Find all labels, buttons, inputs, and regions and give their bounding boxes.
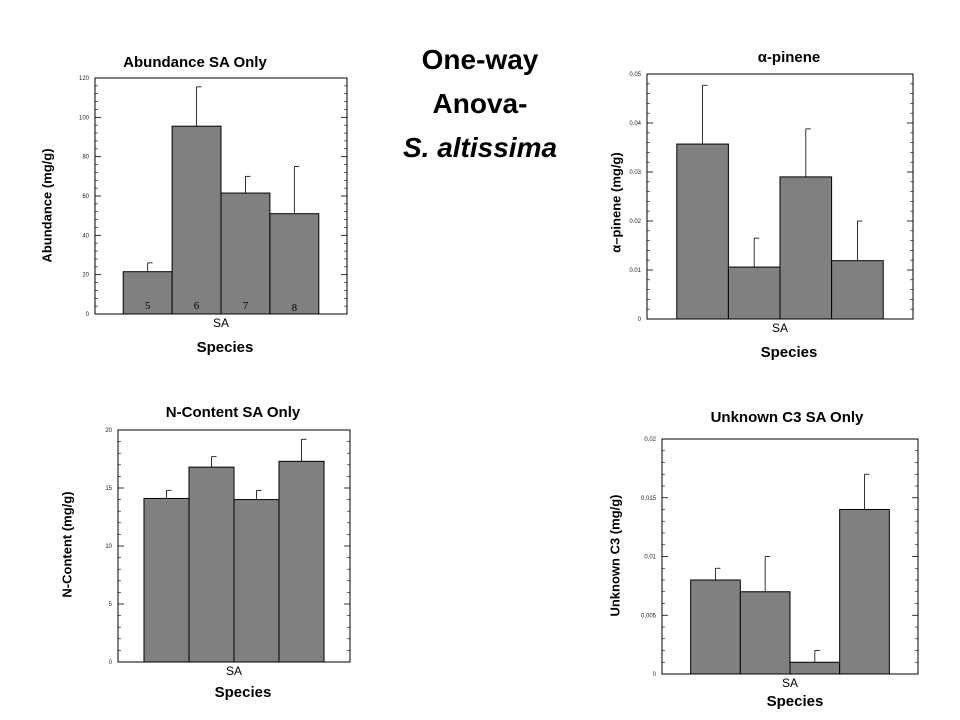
n-content-chart: N-Content SA Only 0 5 10 15 20 SA Species N-C… [50,400,370,710]
bar [122,271,173,315]
y-tick-label: 20 [105,428,112,434]
y-tick-label: 0 [653,672,657,678]
y-axis-label: N-Content (mg/g) [59,491,75,598]
x-category-label: SA [213,316,229,330]
chart-title: Unknown C3 SA Only [710,409,864,426]
abundance-chart: Abundance SA Only 0 20 40 60 80 100 120 5 6 7 8 SA … [30,50,360,360]
y-axis-label: Abundance (mg/g) [39,148,55,263]
y-tick-label: 0.005 [641,613,657,619]
y-tick-label: 0.05 [629,72,641,78]
bar-label: 7 [243,300,249,312]
y-tick-label: 0 [638,317,642,323]
bar [727,266,781,320]
slide-title-line2: Anova- [432,88,528,119]
bar-label: 6 [194,300,200,312]
chart-title: α-pinene [757,49,821,66]
y-tick-label: 0.03 [629,170,641,176]
y-tick-label: 120 [79,76,90,82]
y-tick-label: 15 [105,486,112,492]
x-axis-label: Species [766,693,824,710]
bar [233,499,280,663]
y-tick-label: 20 [82,273,89,279]
alpha-pinene-plot: 0 0.01 0.02 0.03 0.04 0.05 SA [629,72,914,335]
y-tick-label: 80 [82,155,89,161]
x-axis-label: Species [214,684,272,701]
bar [143,497,190,663]
bar [188,466,235,663]
bar [269,213,320,315]
y-tick-label: 0.04 [629,121,641,127]
bar [739,591,791,675]
y-axis-label: α–pinene (mg/g) [608,152,624,253]
bar [278,460,325,663]
slide-title: One-way Anova- S. altissima [360,38,600,170]
bar [676,143,729,320]
y-tick-label: 0.02 [629,219,641,225]
x-axis-label: Species [196,339,254,356]
y-tick-label: 0 [86,312,90,318]
slide-title-line1: One-way [421,44,539,75]
unknown-c3-plot: 0 0.005 0.01 0.015 0.02 SA [641,437,919,690]
y-tick-label: 10 [105,544,112,550]
y-tick-label: 0.02 [644,437,656,443]
y-tick-label: 40 [82,233,89,239]
y-tick-label: 5 [109,602,113,608]
x-category-label: SA [782,676,798,690]
y-tick-label: 0.01 [629,268,641,274]
x-category-label: SA [772,321,788,335]
bar-label: 5 [145,300,151,312]
y-tick-label: 0.01 [644,555,656,561]
bar [779,176,833,320]
y-tick-label: 0.015 [641,496,657,502]
abundance-plot: 0 20 40 60 80 100 120 5 6 7 8 SA [79,76,348,330]
bar [839,509,890,675]
y-tick-label: 60 [82,194,89,200]
bar [690,579,741,675]
alpha-pinene-chart: α-pinene 0 0.01 0.02 0.03 0.04 0.05 SA Species… [600,45,930,365]
n-content-plot: 0 5 10 15 20 SA [105,428,351,678]
bar [171,125,222,315]
bar-label: 8 [292,302,298,314]
bar [831,260,884,320]
bar [220,192,271,315]
y-tick-label: 0 [109,660,113,666]
x-category-label: SA [226,664,242,678]
chart-title: Abundance SA Only [123,54,267,71]
unknown-c3-chart: Unknown C3 SA Only 0 0.005 0.01 0.015 0.02 SA… [600,405,930,715]
x-axis-label: Species [760,344,818,361]
chart-title: N-Content SA Only [165,404,301,421]
slide-title-line3: S. altissima [402,132,558,163]
y-tick-label: 100 [79,115,90,121]
bar [789,661,841,675]
y-axis-label: Unknown C3 (mg/g) [607,494,623,617]
